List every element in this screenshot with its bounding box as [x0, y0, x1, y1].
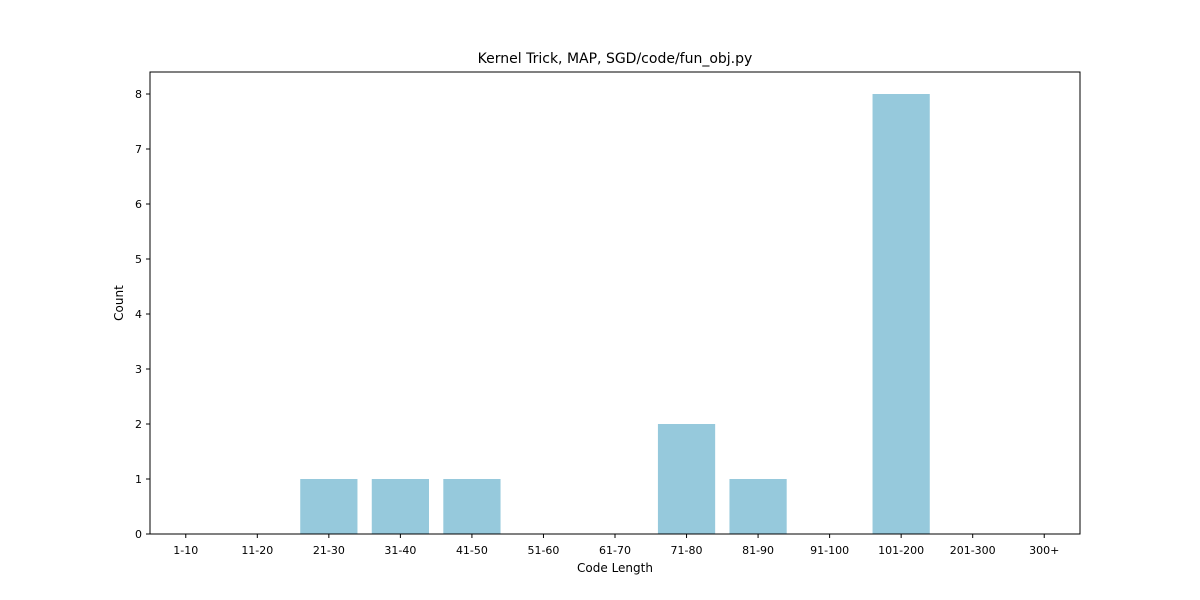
y-tick-label: 1 — [135, 473, 142, 486]
x-tick-label: 300+ — [1029, 544, 1059, 557]
y-tick-label: 5 — [135, 253, 142, 266]
bars-group — [300, 94, 930, 534]
bar-31-40 — [371, 479, 429, 534]
y-tick-label: 8 — [135, 88, 142, 101]
x-tick-label: 31-40 — [384, 544, 416, 557]
x-tick-label: 201-300 — [950, 544, 996, 557]
bar-41-50 — [443, 479, 501, 534]
x-tick-label: 101-200 — [878, 544, 924, 557]
x-tick-label: 1-10 — [173, 544, 198, 557]
bar-21-30 — [300, 479, 358, 534]
x-tick-label: 51-60 — [527, 544, 559, 557]
x-tick-label: 41-50 — [456, 544, 488, 557]
x-tick-label: 11-20 — [241, 544, 273, 557]
y-tick-label: 4 — [135, 308, 142, 321]
y-axis-ticks: 0 1 2 3 4 5 6 7 8 — [135, 88, 150, 541]
x-tick-label: 81-90 — [742, 544, 774, 557]
y-tick-label: 0 — [135, 528, 142, 541]
y-tick-label: 6 — [135, 198, 142, 211]
x-tick-label: 71-80 — [671, 544, 703, 557]
x-tick-label: 61-70 — [599, 544, 631, 557]
x-tick-label: 91-100 — [810, 544, 849, 557]
bar-71-80 — [657, 424, 716, 534]
y-tick-label: 2 — [135, 418, 142, 431]
y-axis-label: Count — [112, 285, 126, 321]
x-tick-label: 21-30 — [313, 544, 345, 557]
x-axis-label: Code Length — [577, 561, 653, 575]
bar-101-200 — [872, 94, 930, 534]
x-axis-ticks: 1-10 11-20 21-30 31-40 41-50 51-60 61-70 71-80 8… — [173, 534, 1059, 557]
y-tick-label: 3 — [135, 363, 142, 376]
bar-81-90 — [729, 479, 787, 534]
chart-title: Kernel Trick, MAP, SGD/code/fun_obj.py — [478, 51, 753, 67]
y-tick-label: 7 — [135, 143, 142, 156]
plot-frame — [149, 71, 1081, 535]
